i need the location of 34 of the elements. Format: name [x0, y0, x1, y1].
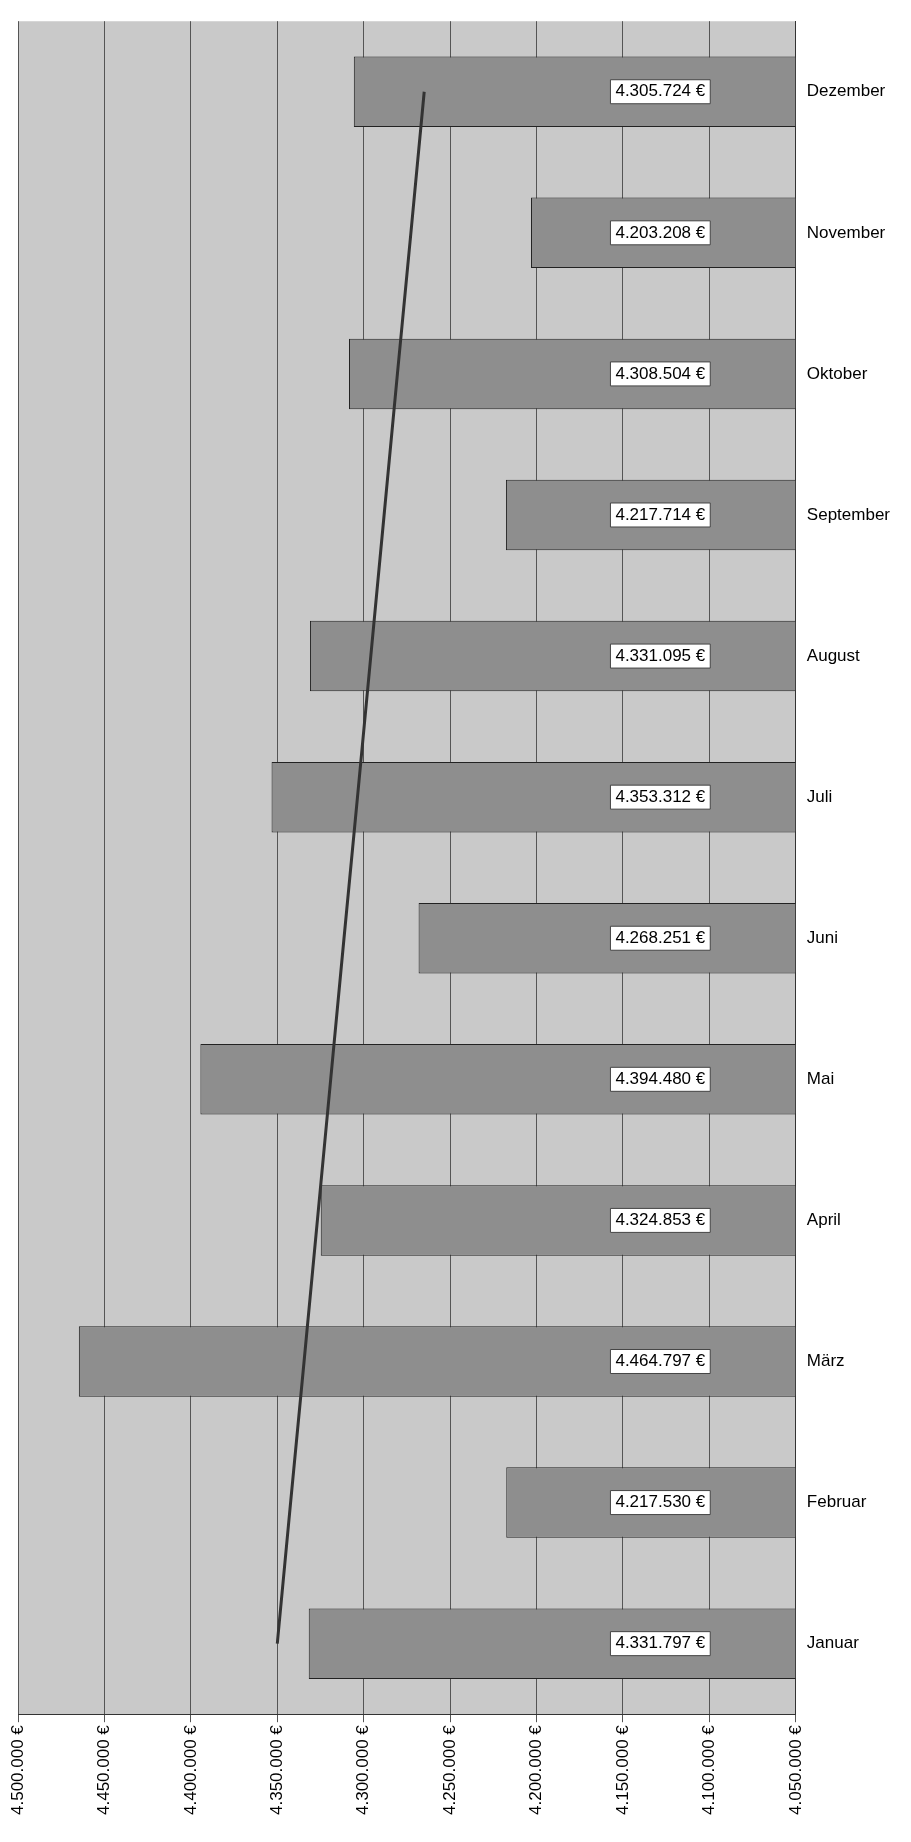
x-tick-label: 4.400.000 € [180, 1724, 200, 1816]
data-label: 4.464.797 € [615, 1351, 706, 1371]
y-tick-label: Februar [806, 1492, 867, 1512]
y-tick-label: September [806, 504, 891, 524]
x-tick-label: 4.200.000 € [526, 1724, 546, 1816]
y-tick-label: Juli [806, 786, 833, 806]
y-tick-label: April [806, 1210, 841, 1230]
y-tick-label: Oktober [806, 363, 868, 383]
x-tick-label: 4.350.000 € [266, 1724, 286, 1816]
y-tick-label: Juni [806, 927, 839, 947]
y-tick-label: Januar [806, 1633, 860, 1653]
x-tick-label: 4.150.000 € [612, 1724, 632, 1816]
x-tick-label: 4.300.000 € [353, 1724, 373, 1816]
y-tick-label: August [806, 645, 861, 665]
y-tick-label: Mai [806, 1069, 835, 1089]
y-tick-label: März [806, 1351, 845, 1371]
data-label: 4.203.208 € [615, 222, 706, 242]
x-tick-label: 4.050.000 € [785, 1724, 805, 1816]
data-label: 4.305.724 € [615, 81, 706, 101]
y-tick-label: November [806, 222, 886, 242]
y-tick-label: Dezember [806, 81, 886, 101]
x-tick-label: 4.100.000 € [699, 1724, 719, 1816]
data-label: 4.331.095 € [615, 645, 706, 665]
data-label: 4.268.251 € [615, 927, 706, 947]
data-label: 4.324.853 € [615, 1210, 706, 1230]
x-tick-label: 4.500.000 € [7, 1724, 27, 1816]
data-label: 4.308.504 € [615, 363, 706, 383]
x-tick-label: 4.450.000 € [94, 1724, 114, 1816]
data-label: 4.353.312 € [615, 786, 706, 806]
data-label: 4.217.530 € [615, 1492, 706, 1512]
data-label: 4.394.480 € [615, 1069, 706, 1089]
x-tick-label: 4.250.000 € [439, 1724, 459, 1816]
data-label: 4.331.797 € [615, 1633, 706, 1653]
data-label: 4.217.714 € [615, 504, 706, 524]
